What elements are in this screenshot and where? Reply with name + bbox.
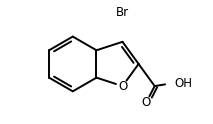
Text: OH: OH bbox=[175, 77, 193, 90]
Text: O: O bbox=[142, 96, 151, 109]
Text: O: O bbox=[118, 80, 127, 93]
Text: Br: Br bbox=[116, 6, 129, 19]
